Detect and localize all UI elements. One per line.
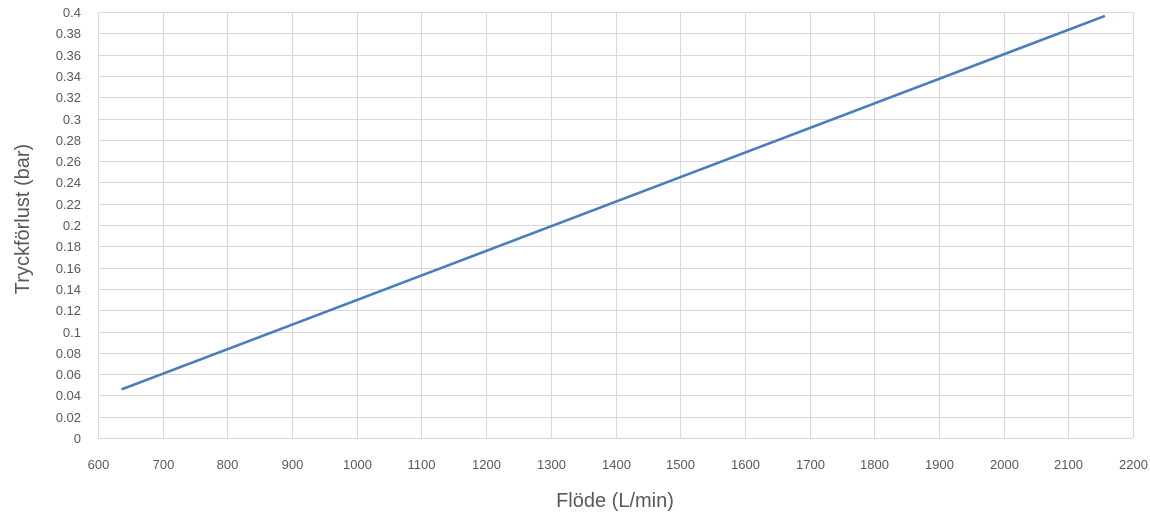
y-tick-label: 0.2	[63, 218, 81, 233]
y-tick-label: 0.32	[56, 90, 81, 105]
x-tick-label: 700	[153, 457, 175, 472]
y-tick-label: 0.28	[56, 133, 81, 148]
y-tick-label: 0.14	[56, 282, 81, 297]
x-tick-label: 900	[282, 457, 304, 472]
y-tick-label: 0.4	[63, 5, 81, 20]
tick-labels: 0 0.02 0.04 0.06 0.08 0.1 0.12 0.14 0.16 0.18 0.2 0…	[56, 5, 1148, 472]
y-tick-label: 0.1	[63, 325, 81, 340]
y-tick-label: 0	[74, 431, 81, 446]
series-line-1	[121, 14, 1106, 391]
x-tick-label: 1900	[925, 457, 954, 472]
y-tick-label: 0.24	[56, 175, 81, 190]
x-tick-label: 600	[88, 457, 110, 472]
x-tick-label: 1500	[666, 457, 695, 472]
x-tick-label: 1700	[796, 457, 825, 472]
y-tick-label: 0.06	[56, 367, 81, 382]
y-tick-label: 0.08	[56, 346, 81, 361]
y-axis-title: Tryckförlust (bar)	[12, 144, 34, 294]
y-tick-label: 0.22	[56, 197, 81, 212]
y-tick-label: 0.38	[56, 26, 81, 41]
x-tick-label: 1100	[408, 457, 436, 472]
x-tick-label: 2000	[990, 457, 1019, 472]
x-tick-label: 1800	[860, 457, 889, 472]
y-tick-label: 0.12	[56, 303, 81, 318]
x-tick-label: 800	[217, 457, 239, 472]
y-tick-label: 0.16	[56, 261, 81, 276]
x-tick-label: 1600	[731, 457, 760, 472]
x-tick-label: 1300	[537, 457, 566, 472]
y-tick-label: 0.18	[56, 239, 81, 254]
y-tick-label: 0.36	[56, 48, 81, 63]
x-tick-label: 1400	[602, 457, 631, 472]
y-tick-label: 0.3	[63, 112, 81, 127]
series-lines	[121, 14, 1106, 391]
x-tick-label: 2100	[1054, 457, 1083, 472]
gridlines	[98, 12, 1134, 439]
y-tick-label: 0.02	[56, 410, 81, 425]
y-tick-label: 0.34	[56, 69, 81, 84]
x-axis-title: Flöde (L/min)	[556, 490, 674, 512]
x-tick-label: 1200	[472, 457, 501, 472]
x-tick-label: 2200	[1119, 457, 1148, 472]
y-tick-label: 0.04	[56, 388, 81, 403]
y-tick-label: 0.26	[56, 154, 81, 169]
x-tick-label: 1000	[343, 457, 372, 472]
